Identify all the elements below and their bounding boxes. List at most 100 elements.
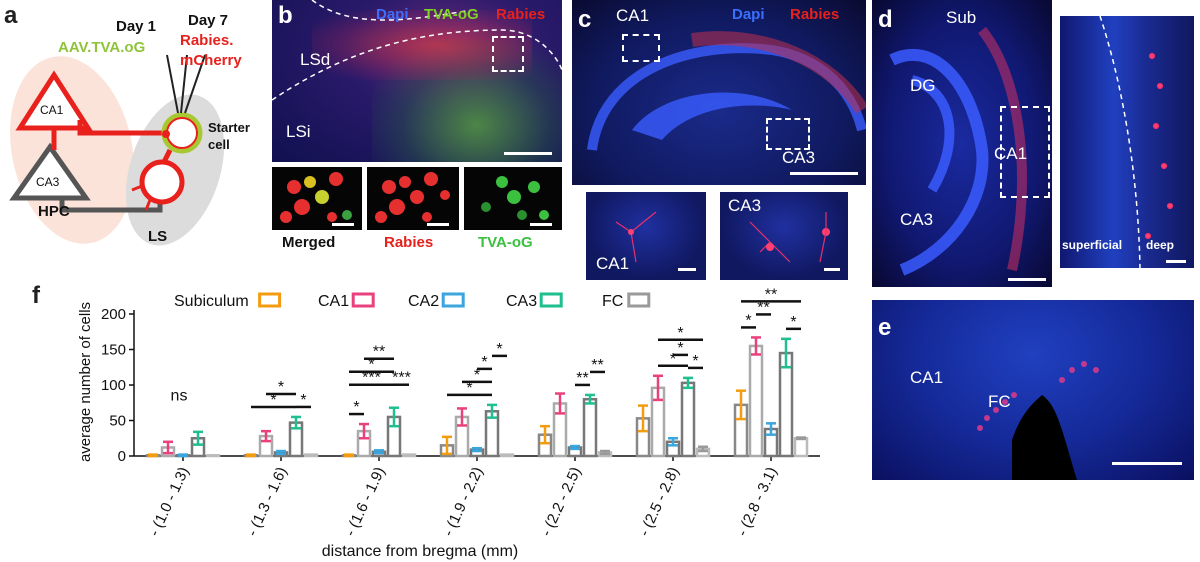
sig-label: **	[757, 299, 769, 316]
septum-image: LSd LSi Dapi TVA-oG Rabies	[272, 0, 562, 162]
merged-cells	[280, 172, 352, 223]
y-tick-label: 150	[101, 342, 126, 359]
d-ca1-zoom-neurons	[1099, 16, 1174, 268]
hippocampus-layers	[587, 31, 866, 151]
d-layers	[889, 26, 1027, 276]
bar-fc	[793, 437, 809, 458]
x-tick-label: - (1.6 - 1.9)	[342, 465, 389, 539]
tva-caption: TVA-oG	[478, 234, 533, 251]
x-tick-label: - (1.9 - 2.2)	[440, 465, 487, 539]
sig-label: *	[300, 392, 306, 409]
c-ca3-inset-label: CA3	[728, 196, 762, 215]
rabies-inset	[367, 167, 459, 230]
tva-scale-bar	[530, 223, 552, 226]
day1-text: Day 1	[116, 18, 157, 35]
day7-virus-line1: Rabies.	[180, 32, 234, 49]
legend-label: CA3	[506, 293, 537, 310]
c-ca3-box	[766, 118, 810, 150]
panel-d-label: d	[878, 6, 893, 33]
bar-ca3	[582, 397, 598, 458]
legend-swatch	[627, 292, 651, 308]
bar-fc	[205, 454, 221, 458]
c-legend-rabies: Rabies	[790, 6, 840, 23]
rabies-signal-region	[312, 10, 532, 80]
legend-swatch	[258, 292, 282, 308]
panel-e-label: e	[878, 314, 892, 341]
sig-label: *	[677, 340, 683, 357]
legend-label: Subiculum	[174, 293, 249, 310]
injection-pipette-1	[166, 54, 179, 114]
e-scale-bar	[1112, 462, 1182, 465]
dendrite-1	[131, 184, 152, 211]
e-fc-label: FC	[988, 392, 1011, 411]
legend-swatch	[539, 292, 563, 308]
synapse-dot	[162, 130, 170, 138]
y-axis-label: average number of cells	[77, 302, 94, 462]
x-tick-label: - (1.3 - 1.6)	[244, 465, 291, 539]
day7-virus-line2: mCherry	[180, 52, 242, 69]
x-tick-label: - (1.0 - 1.3)	[146, 465, 193, 539]
sig-label: ns	[171, 388, 188, 405]
starter-label-line2: cell	[208, 137, 230, 152]
sig-label: *	[270, 392, 276, 409]
d-ca1-zoom: superficial deep	[1060, 16, 1194, 268]
c-ca1-inset: CA1	[586, 192, 706, 280]
sig-label: *	[692, 353, 698, 370]
significance-markers: ns *** ****************** **********	[171, 286, 801, 416]
e-section	[977, 361, 1099, 480]
x-tick-label: - (2.2 - 2.5)	[538, 465, 585, 539]
sig-label: *	[368, 357, 374, 374]
c-ca1-inset-label: CA1	[596, 254, 630, 273]
injection-pipette-3	[184, 54, 206, 114]
e-ca1-label: CA1	[910, 368, 944, 387]
injection-pipette-2	[180, 54, 188, 114]
panel-b-label: b	[278, 2, 293, 29]
day7-text: Day 7	[188, 12, 229, 29]
legend-swatch	[351, 292, 375, 308]
bar-ca3	[680, 381, 696, 458]
merged-scale-bar	[332, 223, 354, 226]
bar-fc	[303, 453, 319, 458]
rabies-cells	[375, 172, 450, 223]
c-ca1-inset-scale	[678, 268, 696, 271]
bar-chart: Subiculum CA1 CA2 CA3 FC 0 50 100 150 200 - (1.0 …	[77, 286, 820, 560]
c-ca3-label: CA3	[782, 148, 816, 167]
b-legend-rabies: Rabies	[496, 6, 546, 23]
sig-label: *	[677, 325, 683, 342]
d-ca1-box	[1000, 106, 1050, 198]
b-scale-bar	[504, 152, 552, 155]
hpc-region	[10, 56, 134, 244]
b-legend-tva: TVA-oG	[424, 6, 479, 23]
y-tick-label: 200	[101, 306, 126, 323]
superficial-label: superficial	[1062, 238, 1123, 252]
c-scale-bar	[790, 172, 858, 175]
chart-legend: Subiculum CA1 CA2 CA3 FC	[174, 292, 651, 310]
deep-label: deep	[1146, 238, 1175, 252]
sig-label: **	[765, 286, 777, 303]
hippocampus-section-image: Sub DG CA1 CA3	[872, 0, 1052, 287]
legend-label: FC	[602, 293, 623, 310]
c-ca3-inset: CA3	[720, 192, 848, 280]
panel-c-label: c	[578, 6, 592, 33]
d-scale-bar	[1008, 278, 1046, 281]
sig-label: **	[373, 344, 385, 361]
sig-label: *	[790, 314, 796, 331]
ls-connection	[161, 148, 173, 164]
c-ca1-label: CA1	[616, 6, 650, 25]
schematic-diagram	[9, 54, 225, 246]
legend-label: CA1	[318, 293, 349, 310]
legend-label: CA2	[408, 293, 439, 310]
bar-fc	[499, 453, 515, 458]
ca1-neuron-label: CA1	[40, 103, 64, 117]
hippocampus-image: CA1 CA3 Dapi Rabies	[572, 0, 866, 185]
sig-label: *	[474, 367, 480, 384]
ca1-projection	[77, 120, 164, 136]
c-ca3-neurons	[749, 212, 830, 263]
legend-swatch	[441, 292, 465, 308]
d-ca1-label: CA1	[994, 144, 1028, 163]
ls-label: LS	[148, 228, 168, 245]
c-ca3-inset-scale	[824, 268, 840, 271]
y-tick-label: 0	[118, 448, 126, 465]
hpc-label: HPC	[38, 203, 70, 220]
fasciola-cinereum-image: CA1 FC	[872, 300, 1194, 480]
